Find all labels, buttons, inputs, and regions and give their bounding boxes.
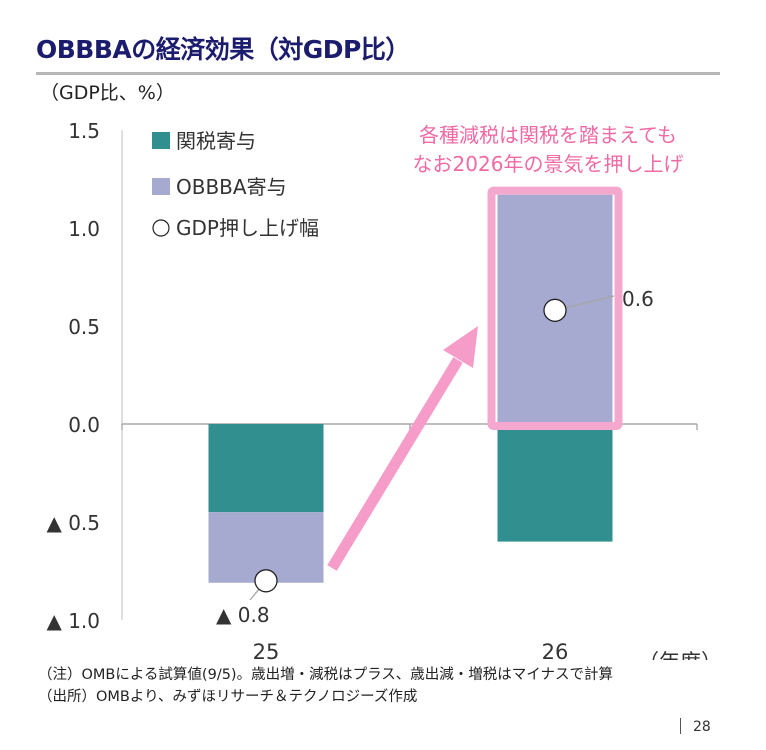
- highlight-box: [487, 186, 623, 430]
- trend-arrow-shaft: [327, 357, 463, 571]
- legend-marker-gdp: [152, 219, 170, 237]
- footnote-note: （注）OMBによる試算値(9/5)。歳出増・減税はプラス、歳出減・増税はマイナス…: [38, 667, 614, 683]
- bar-segment-tariff: [208, 424, 324, 513]
- x-category-label: 25: [253, 640, 280, 660]
- y-tick-label: 0.5: [68, 315, 100, 339]
- x-category-label: 26: [542, 640, 569, 660]
- y-axis-unit-label: （GDP比、%）: [40, 82, 175, 104]
- chart-labels: 1.5 1.0 0.5 0.0 ▲ 0.5 ▲ 1.0 各種減税は関税を踏まえてもなお202…: [46, 119, 722, 660]
- chart-bars: [208, 194, 613, 583]
- y-tick-label: ▲ 1.0: [46, 609, 100, 633]
- bar-segment-tariff: [497, 424, 613, 542]
- legend-swatch-obbba: [152, 178, 170, 195]
- gdp-boost-marker: [254, 569, 278, 593]
- page-number-divider: [680, 718, 681, 734]
- annotation-line: 各種減税は関税を踏まえても: [419, 123, 677, 147]
- marker-value-label: 0.6: [622, 287, 654, 311]
- chart-annotations: [327, 186, 623, 571]
- page-number: 28: [680, 718, 711, 735]
- chart-markers: [249, 295, 615, 601]
- legend-label-tariff: 関税寄与: [176, 129, 256, 153]
- chart-legend: 関税寄与 OBBBA寄与 GDP押し上げ幅: [152, 129, 319, 240]
- y-tick-label: 1.5: [68, 119, 100, 143]
- footnote-source: （出所）OMBより、みずほリサーチ＆テクノロジーズ作成: [38, 689, 418, 705]
- legend-label-gdp: GDP押し上げ幅: [176, 216, 319, 240]
- x-axis-unit-label: （年度）: [638, 650, 722, 660]
- annotation-line: なお2026年の景気を押し上げ: [413, 152, 684, 176]
- y-tick-label: 0.0: [68, 413, 100, 437]
- title-divider: [36, 72, 720, 75]
- trend-arrow-head: [443, 326, 478, 368]
- legend-swatch-tariff: [152, 132, 170, 149]
- y-tick-label: 1.0: [68, 217, 100, 241]
- legend-label-obbba: OBBBA寄与: [176, 175, 287, 199]
- footnotes: （注）OMBによる試算値(9/5)。歳出増・減税はプラス、歳出減・増税はマイナス…: [38, 664, 613, 708]
- page-number-text: 28: [693, 719, 711, 735]
- stacked-bar-chart: 関税寄与 OBBBA寄与 GDP押し上げ幅 1.5 1.0 0.5 0.0 ▲ 0.5 ▲ 1…: [46, 119, 722, 660]
- page-title: OBBBAの経済効果（対GDP比）: [36, 35, 410, 64]
- y-tick-label: ▲ 0.5: [46, 511, 100, 535]
- gdp-boost-marker: [543, 298, 567, 322]
- marker-value-label: ▲ 0.8: [216, 603, 270, 627]
